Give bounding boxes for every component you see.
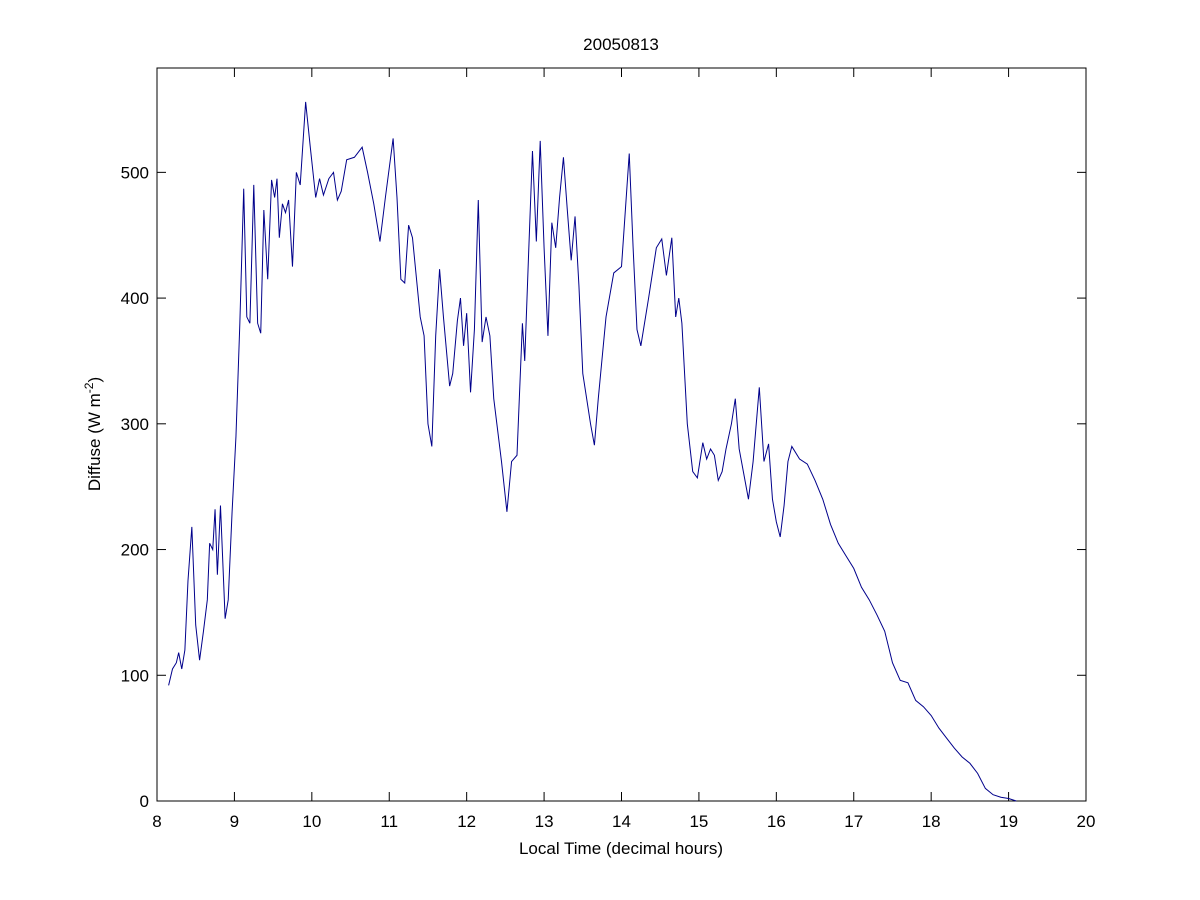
y-axis-label-text: Diffuse (W m (85, 393, 104, 491)
y-tick-label: 100 (121, 666, 149, 685)
y-tick-label: 300 (121, 415, 149, 434)
y-tick-label: 500 (121, 163, 149, 182)
x-tick-label: 11 (380, 812, 398, 831)
y-tick-label: 200 (121, 541, 149, 560)
x-tick-label: 17 (844, 812, 863, 831)
chart-title: 20050813 (583, 35, 659, 54)
x-tick-label: 12 (457, 812, 476, 831)
x-tick-label: 9 (230, 812, 239, 831)
x-tick-label: 13 (535, 812, 554, 831)
x-tick-label: 19 (999, 812, 1018, 831)
y-tick-label: 0 (140, 792, 149, 811)
y-tick-label: 400 (121, 289, 149, 308)
y-axis-label-superscript: -2 (82, 382, 96, 393)
x-tick-label: 15 (689, 812, 708, 831)
x-tick-label: 10 (302, 812, 321, 831)
data-line (168, 101, 1017, 802)
x-axis-label: Local Time (decimal hours) (519, 839, 723, 858)
x-tick-label: 8 (152, 812, 161, 831)
x-tick-label: 18 (922, 812, 941, 831)
y-axis-label-text: ) (85, 377, 104, 383)
x-tick-label: 16 (767, 812, 786, 831)
x-tick-label: 20 (1077, 812, 1096, 831)
y-axis-label: Diffuse (W m-2) (82, 377, 104, 491)
x-tick-label: 14 (612, 812, 631, 831)
plot-frame (156, 67, 1087, 802)
